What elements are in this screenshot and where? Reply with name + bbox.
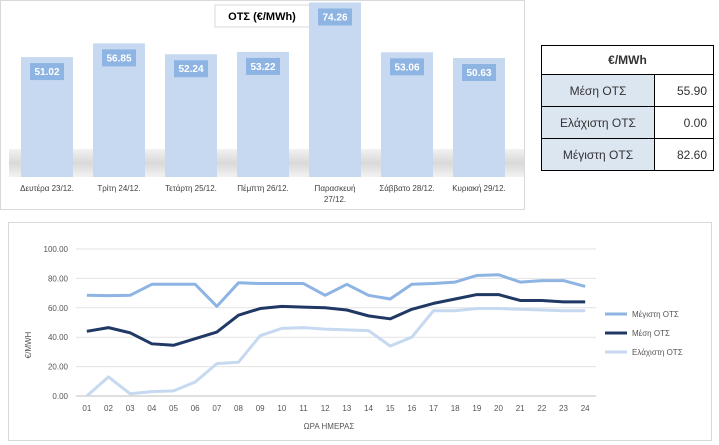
line-chart-svg: 0.00 20.00 40.00 60.00 80.00 100.00 01 02 03 04 05… <box>24 245 683 431</box>
line-x-tick-17: 17 <box>429 404 438 413</box>
legend-label-2: Μέση ΟΤΣ <box>632 329 670 338</box>
bar-category-label-2: Τρίτη 24/12. <box>97 184 140 193</box>
line-x-tick-07: 07 <box>212 404 221 413</box>
line-x-tick-02: 02 <box>104 404 113 413</box>
stats-header-row: €/MWh <box>541 45 714 75</box>
line-x-tick-21: 21 <box>516 404 525 413</box>
line-x-tick-23: 23 <box>559 404 568 413</box>
bar-value-label-6: 53.06 <box>394 62 419 73</box>
bar-category-label-6: Σάββατο 28/12. <box>379 184 434 193</box>
bar-value-label-bg-1 <box>30 63 64 81</box>
bar-value-label-4: 53.22 <box>250 62 275 73</box>
line-x-tick-22: 22 <box>537 404 546 413</box>
line-y-tick-1: 20.00 <box>48 363 69 372</box>
bar-value-label-5: 74.26 <box>322 12 347 23</box>
line-x-tick-20: 20 <box>494 404 503 413</box>
bar-category-label-4: Πέμπτη 26/12. <box>237 184 289 193</box>
daily-price-bar-chart: ΟΤΣ (€/MWh) 51.02 Δευτέρα 23/12. 56.85 Τρίτ… <box>0 0 528 210</box>
bar-chart-svg: ΟΤΣ (€/MWh) 51.02 Δευτέρα 23/12. 56.85 Τρίτ… <box>9 2 528 204</box>
bar-value-label-bg-5 <box>318 8 352 26</box>
bar-5 <box>309 2 361 178</box>
line-x-tick-15: 15 <box>386 404 395 413</box>
line-y-tick-2: 40.00 <box>48 333 69 342</box>
bar-value-label-bg-7 <box>462 64 496 82</box>
line-x-tick-16: 16 <box>407 404 416 413</box>
bar-value-label-7: 50.63 <box>466 68 491 79</box>
line-y-tick-4: 80.00 <box>48 274 69 283</box>
bar-value-label-bg-6 <box>390 58 424 76</box>
stats-value-min: 0.00 <box>654 106 714 139</box>
bar-value-label-2: 56.85 <box>106 53 131 64</box>
line-x-tick-14: 14 <box>364 404 373 413</box>
line-x-tick-10: 10 <box>277 404 286 413</box>
stats-row-min: Ελάχιστη ΟΤΣ 0.00 <box>541 106 714 139</box>
line-series-3 <box>85 307 586 398</box>
line-x-tick-13: 13 <box>342 404 351 413</box>
line-y-axis-label: €/MWH <box>24 331 33 358</box>
stats-row-mean: Μέση ΟΤΣ 55.90 <box>541 74 714 107</box>
stats-header: €/MWh <box>541 45 714 75</box>
line-series-1 <box>86 273 586 308</box>
price-stats-table: €/MWh Μέση ΟΤΣ 55.90 Ελάχιστη ΟΤΣ 0.00 Μ… <box>541 45 714 171</box>
line-x-tick-06: 06 <box>191 404 200 413</box>
line-y-tick-3: 60.00 <box>48 304 69 313</box>
stats-label-min: Ελάχιστη ΟΤΣ <box>541 106 655 139</box>
bar-category-label-1: Δευτέρα 23/12. <box>20 184 74 193</box>
line-x-tick-01: 01 <box>82 404 91 413</box>
bar-value-label-1: 51.02 <box>34 67 59 78</box>
bar-chart-title: ΟΤΣ (€/MWh) <box>228 11 296 23</box>
stats-label-mean: Μέση ΟΤΣ <box>541 74 655 107</box>
line-x-axis-label: ΩΡΑ ΗΜΕΡΑΣ <box>304 422 355 431</box>
bar-category-label-3: Τετάρτη 25/12. <box>165 184 217 193</box>
hourly-price-line-chart: 0.00 20.00 40.00 60.00 80.00 100.00 01 02 03 04 05… <box>8 222 712 441</box>
line-x-tick-03: 03 <box>126 404 135 413</box>
line-y-tick-5: 100.00 <box>44 245 69 254</box>
stats-label-max: Μέγιστη ΟΤΣ <box>541 138 655 171</box>
line-x-tick-09: 09 <box>256 404 265 413</box>
line-x-tick-24: 24 <box>581 404 590 413</box>
line-x-tick-08: 08 <box>234 404 243 413</box>
bar-category-label-7: Κυριακή 29/12. <box>452 184 506 193</box>
line-series-2 <box>86 293 586 347</box>
line-x-tick-04: 04 <box>147 404 156 413</box>
bar-category-label-5-line2: 27/12. <box>324 195 346 204</box>
bar-value-label-bg-3 <box>174 60 208 78</box>
legend-label-3: Ελάχιστη ΟΤΣ <box>632 348 683 357</box>
bar-value-label-bg-2 <box>102 49 136 67</box>
stats-value-mean: 55.90 <box>654 74 714 107</box>
bar-value-label-3: 52.24 <box>178 64 203 75</box>
line-x-tick-18: 18 <box>451 404 460 413</box>
line-x-tick-11: 11 <box>299 404 308 413</box>
line-x-tick-05: 05 <box>169 404 178 413</box>
legend-label-1: Μέγιστη ΟΤΣ <box>632 310 679 319</box>
bar-value-label-bg-4 <box>246 57 280 75</box>
line-x-tick-12: 12 <box>321 404 330 413</box>
line-y-tick-0: 0.00 <box>52 392 68 401</box>
stats-row-max: Μέγιστη ΟΤΣ 82.60 <box>541 138 714 171</box>
bar-category-label-5: Παρασκευή <box>315 184 356 193</box>
line-x-tick-19: 19 <box>472 404 481 413</box>
stats-value-max: 82.60 <box>654 138 714 171</box>
